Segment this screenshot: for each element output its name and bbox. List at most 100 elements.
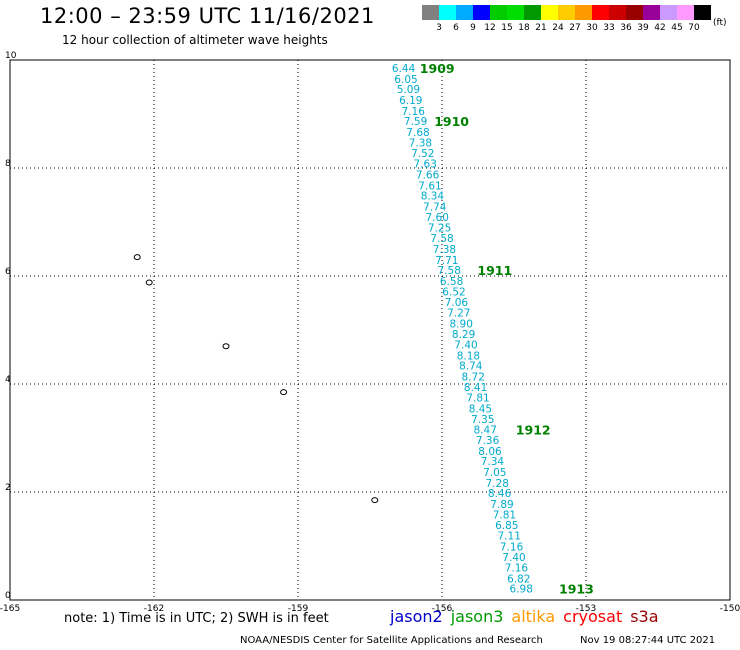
y-tick-label: 8 bbox=[5, 159, 11, 169]
chart-subtitle: 12 hour collection of altimeter wave hei… bbox=[62, 33, 328, 47]
swh-data-label: 6.19 bbox=[399, 95, 422, 107]
mission-label-cryosat: cryosat bbox=[563, 607, 623, 626]
swh-data-label: 7.60 bbox=[426, 212, 449, 224]
y-tick-label: 6 bbox=[5, 267, 11, 277]
chart-title: 12:00 – 23:59 UTC 11/16/2021 bbox=[40, 4, 375, 28]
time-label: 1911 bbox=[477, 263, 512, 278]
color-scale-label: 12 bbox=[484, 23, 496, 33]
swh-data-label: 6.52 bbox=[442, 287, 465, 299]
color-scale-label: 18 bbox=[518, 23, 530, 33]
color-scale-label: 24 bbox=[552, 23, 564, 33]
swh-data-label: 7.11 bbox=[498, 531, 521, 543]
swh-data-label: 7.25 bbox=[428, 222, 451, 234]
swh-data-label: 6.98 bbox=[510, 584, 533, 596]
swh-data-label: 7.68 bbox=[406, 127, 429, 139]
color-scale-label: 33 bbox=[603, 23, 615, 33]
x-tick-label: -156 bbox=[432, 604, 453, 614]
swh-data-label: 7.38 bbox=[433, 244, 456, 256]
swh-data-label: 8.18 bbox=[457, 350, 480, 362]
color-scale-label: 39 bbox=[637, 23, 649, 33]
swh-data-label: 6.44 bbox=[392, 63, 416, 75]
swh-data-label: 8.74 bbox=[459, 361, 483, 373]
color-scale-label: 36 bbox=[620, 23, 632, 33]
color-scale-swatch bbox=[422, 5, 439, 20]
swh-data-label: 7.34 bbox=[481, 456, 505, 468]
swh-data-label: 5.09 bbox=[397, 84, 420, 96]
y-tick-label: 0 bbox=[5, 591, 11, 601]
swh-data-label: 7.59 bbox=[404, 116, 427, 128]
y-tick-label: 10 bbox=[5, 51, 17, 61]
swh-data-label: 7.58 bbox=[430, 233, 453, 245]
time-label: 1913 bbox=[559, 582, 594, 597]
color-scale-label: 6 bbox=[453, 23, 459, 33]
footer-credit: NOAA/NESDIS Center for Satellite Applica… bbox=[240, 635, 543, 646]
y-tick-label: 4 bbox=[5, 375, 11, 385]
color-scale-swatch bbox=[541, 5, 558, 20]
swh-data-label: 7.05 bbox=[483, 467, 506, 479]
swh-data-label: 6.58 bbox=[440, 276, 463, 288]
swh-data-label: 8.47 bbox=[474, 424, 497, 436]
swh-data-label: 8.46 bbox=[488, 488, 512, 500]
swh-data-label: 7.28 bbox=[486, 478, 509, 490]
color-scale-label: 70 bbox=[688, 23, 700, 33]
color-scale-label: 9 bbox=[470, 23, 476, 33]
x-tick-label: -153 bbox=[576, 604, 596, 614]
footer-timestamp: Nov 19 08:27:44 UTC 2021 bbox=[580, 635, 716, 646]
swh-data-label: 7.52 bbox=[411, 148, 434, 160]
color-scale-swatch bbox=[660, 5, 677, 20]
island-outline bbox=[280, 389, 288, 396]
color-scale-swatch bbox=[677, 5, 694, 20]
island-outline bbox=[222, 343, 230, 350]
mission-legend: jason2 jason3 altika cryosat s3a bbox=[390, 607, 667, 626]
swh-data-label: 7.66 bbox=[416, 169, 440, 181]
swh-data-label: 7.40 bbox=[502, 552, 525, 564]
mission-label-jason3: jason3 bbox=[450, 607, 504, 626]
color-scale-label: 42 bbox=[654, 23, 666, 33]
footer-note: note: 1) Time is in UTC; 2) SWH is in fe… bbox=[64, 611, 329, 626]
color-scale-swatch bbox=[507, 5, 524, 20]
swh-data-label: 8.72 bbox=[462, 371, 485, 383]
color-scale-swatch bbox=[575, 5, 592, 20]
swh-data-label: 6.85 bbox=[495, 520, 518, 532]
color-scale-label: 21 bbox=[535, 23, 547, 33]
swh-data-label: 7.27 bbox=[447, 308, 470, 320]
swh-data-label: 7.74 bbox=[423, 201, 447, 213]
island-outline bbox=[133, 254, 141, 261]
swh-data-label: 7.36 bbox=[476, 435, 500, 447]
swh-data-label: 8.06 bbox=[478, 446, 502, 458]
swh-data-label: 8.41 bbox=[464, 382, 487, 394]
color-scale-swatch bbox=[490, 5, 507, 20]
x-tick-label: -159 bbox=[288, 604, 309, 614]
color-scale-swatch bbox=[643, 5, 660, 20]
color-scale-swatch bbox=[558, 5, 575, 20]
swh-data-label: 7.81 bbox=[466, 393, 489, 405]
mission-label-altika: altika bbox=[511, 607, 556, 626]
mission-label-jason2: jason2 bbox=[390, 607, 443, 626]
color-scale-label: 3 bbox=[436, 23, 442, 33]
color-scale-label: 27 bbox=[569, 23, 581, 33]
island-outline bbox=[371, 497, 379, 504]
x-tick-label: -150 bbox=[720, 604, 740, 614]
swh-data-label: 7.06 bbox=[445, 297, 469, 309]
swh-data-label: 7.81 bbox=[493, 510, 516, 522]
swh-data-label: 7.16 bbox=[500, 542, 524, 554]
swh-data-label: 8.90 bbox=[450, 319, 473, 331]
color-scale-swatch bbox=[626, 5, 643, 20]
swh-data-label: 6.05 bbox=[394, 74, 417, 86]
time-label: 1912 bbox=[516, 422, 551, 437]
plot-frame bbox=[9, 59, 731, 601]
color-scale-label: 30 bbox=[586, 23, 598, 33]
color-scale-swatch bbox=[524, 5, 541, 20]
time-label: 1909 bbox=[420, 61, 455, 76]
time-label: 1910 bbox=[434, 114, 469, 129]
swh-data-label: 7.71 bbox=[435, 255, 458, 267]
color-scale-label: 15 bbox=[501, 23, 513, 33]
swh-data-label: 7.61 bbox=[418, 180, 441, 192]
swh-data-label: 7.38 bbox=[409, 138, 432, 150]
color-scale-swatch bbox=[609, 5, 626, 20]
swh-data-label: 6.82 bbox=[507, 573, 530, 585]
color-scale-swatch bbox=[473, 5, 490, 20]
color-scale-label: 45 bbox=[671, 23, 683, 33]
swh-data-label: 7.58 bbox=[438, 265, 461, 277]
